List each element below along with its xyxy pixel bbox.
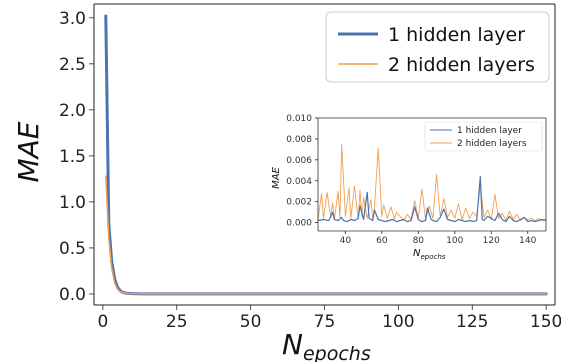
main-x-tick-label: 75: [314, 312, 336, 332]
inset-ticks: 40 60 80 100 120 140 0.000 0.002 0.004 0.006 0.008…: [286, 114, 536, 246]
main-y-tick-label: 0.5: [59, 239, 86, 259]
inset-x-tick-label: 60: [376, 236, 388, 246]
inset-x-tick-label: 100: [446, 236, 463, 246]
main-legend-label-1-hidden-layer: 1 hidden layer: [388, 24, 525, 46]
inset-legend-label-2-hidden-layers: 2 hidden layers: [457, 139, 527, 149]
main-series-line-2-hidden-layers: [105, 175, 547, 295]
inset-legend-label-1-hidden-layer: 1 hidden layer: [457, 126, 522, 136]
inset-y-tick-label: 0.008: [286, 135, 312, 145]
main-x-tick-label: 150: [530, 312, 561, 332]
main-x-tick-label: 0: [97, 312, 108, 332]
main-x-tick-label: 100: [382, 312, 414, 332]
main-y-tick-label: 3.0: [59, 9, 86, 29]
inset-y-tick-label: 0.000: [286, 219, 312, 229]
inset-x-tick-label: 40: [340, 236, 352, 246]
main-y-axis-label: MAE: [12, 121, 45, 182]
main-y-tick-label: 2.5: [59, 55, 86, 75]
inset-x-axis-label: Nepochs: [413, 248, 446, 261]
inset-y-tick-label: 0.002: [286, 198, 312, 208]
main-ticks: 0 25 50 75 100 125 150 0.0 0.5 1.0 1.5 2.0 2.5 3.0: [59, 9, 561, 332]
inset-series-line-1-hidden-layer: [317, 176, 547, 223]
main-x-tick-label: 125: [456, 312, 488, 332]
inset-y-tick-label: 0.004: [286, 177, 312, 187]
main-legend: 1 hidden layer 2 hidden layers: [325, 11, 550, 83]
main-y-tick-label: 1.5: [59, 147, 86, 167]
main-lines: [104, 14, 548, 296]
main-x-tick-label: 25: [166, 312, 188, 332]
inset-x-tick-label: 140: [519, 236, 536, 246]
main-x-axis-label: Nepochs: [282, 328, 371, 362]
inset-legend: 1 hidden layer 2 hidden layers: [424, 121, 543, 152]
main-y-tick-label: 1.0: [59, 193, 86, 213]
inset-legend-box: [424, 121, 543, 152]
main-x-tick-label: 50: [240, 312, 262, 332]
inset-lines: [317, 143, 547, 223]
inset-y-axis-label: MAE: [271, 166, 282, 188]
inset-x-tick-label: 80: [413, 236, 425, 246]
inset-x-tick-label: 120: [483, 236, 500, 246]
inset-series-line-2-hidden-layers: [317, 143, 547, 221]
main-legend-box: [325, 11, 550, 83]
inset-y-tick-label: 0.010: [286, 114, 312, 124]
inset-chart: 40 60 80 100 120 140 0.000 0.002 0.004 0.006 0.008…: [271, 114, 547, 261]
inset-y-tick-label: 0.006: [286, 156, 312, 166]
main-legend-label-2-hidden-layers: 2 hidden layers: [388, 54, 535, 76]
main-y-tick-label: 0.0: [59, 285, 86, 305]
main-y-tick-label: 2.0: [59, 101, 86, 121]
